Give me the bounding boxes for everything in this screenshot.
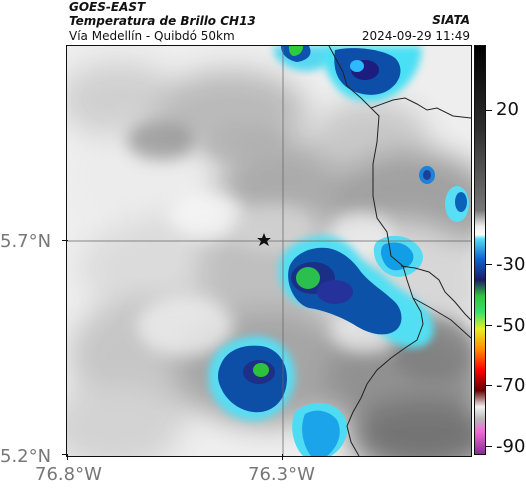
satellite-title: GOES-EAST — [69, 0, 146, 14]
map-crosshair — [67, 46, 471, 456]
star-icon — [257, 233, 271, 246]
colorbar-label-50: -50 — [496, 315, 526, 336]
cloud-system-top-right — [322, 46, 422, 102]
colorbar-label-70: -70 — [496, 375, 526, 396]
product-title: Temperatura de Brillo CH13 — [69, 14, 256, 28]
satellite-map — [67, 46, 471, 456]
longitude-tick-768 — [67, 454, 68, 460]
cloud-system-top-left — [273, 46, 330, 72]
organization-label: SIATA — [432, 13, 470, 27]
route-subtitle: Vía Medellín - Quibdó 50km — [69, 29, 235, 43]
colorbar-tick-30 — [485, 264, 492, 265]
colorbar-label-30: -30 — [496, 254, 526, 275]
colorbar-tick-90 — [485, 446, 492, 447]
colorbar-label-90: -90 — [496, 436, 526, 457]
cloud-system-lower-left — [208, 336, 348, 456]
cloud-small-right-top — [419, 166, 469, 222]
colorbar-tick-50 — [485, 325, 492, 326]
cloud-system-center — [278, 235, 434, 348]
temperature-colorbar — [474, 45, 486, 455]
latitude-label-57: 5.7°N — [0, 231, 52, 252]
colorbar-tick-20 — [485, 110, 492, 111]
colorbar-tick-70 — [485, 385, 492, 386]
colorbar-label-20: 20 — [496, 99, 519, 120]
timestamp-label: 2024-09-29 11:49 — [361, 29, 470, 43]
latitude-tick-57 — [62, 240, 68, 241]
colorbar-gradient — [475, 46, 485, 454]
latitude-label-52: 5.2°N — [0, 446, 52, 467]
longitude-label-768: 76.8°W — [35, 464, 102, 485]
map-frame — [66, 45, 472, 457]
latitude-tick-52 — [62, 454, 68, 455]
border-lines — [328, 46, 471, 456]
longitude-label-763: 76.3°W — [248, 464, 315, 485]
longitude-tick-763 — [282, 454, 283, 460]
